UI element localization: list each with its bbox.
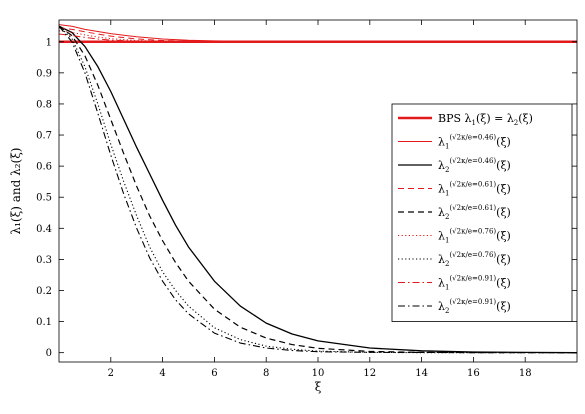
x-tick-label-12: 12 xyxy=(363,368,376,379)
y-tick-label-5: 0.5 xyxy=(36,193,52,204)
legend-label-9: λ2(√2κ/e=0.91)(ξ) xyxy=(438,298,511,315)
legend-label-8: λ1(√2κ/e=0.91)(ξ) xyxy=(438,275,511,292)
y-tick-label-1: 0.1 xyxy=(36,317,52,328)
legend: BPS λ1(ξ) = λ2(ξ) λ1(√2κ/e=0.46)(ξ) λ2(√2κ… xyxy=(391,103,573,322)
series-line-5 xyxy=(59,25,577,354)
legend-label-6: λ1(√2κ/e=0.76)(ξ) xyxy=(438,228,511,245)
series-line-3 xyxy=(59,25,577,354)
x-tick-label-18: 18 xyxy=(519,368,532,379)
series-line-6 xyxy=(59,30,577,43)
x-axis-label: ξ xyxy=(315,380,322,394)
legend-label-2: λ1(√2κ/e=0.46)(ξ) xyxy=(438,134,511,151)
y-tick-label-4: 0.4 xyxy=(36,224,52,235)
series-line-8 xyxy=(59,33,577,43)
series-line-2 xyxy=(59,24,577,43)
y-tick-label-2: 0.2 xyxy=(36,286,52,297)
series-line-9 xyxy=(59,25,577,354)
legend-label-4: λ1(√2κ/e=0.61)(ξ) xyxy=(438,181,511,198)
legend-box xyxy=(391,103,573,322)
axes-layer: 2 4 6 8 10 12 14 16 18 0 0.1 0.2 0.3 0.4 0.5 0.6 0.7 0.8 0… xyxy=(36,19,578,379)
y-tick-label-9: 0.9 xyxy=(36,68,52,79)
y-tick-label-8: 0.8 xyxy=(36,99,52,110)
x-tick-label-6: 6 xyxy=(211,368,217,379)
y-tick-label-7: 0.7 xyxy=(36,131,52,142)
legend-label-3: λ2(√2κ/e=0.46)(ξ) xyxy=(438,157,511,174)
y-tick-label-3: 0.3 xyxy=(36,255,52,266)
legend-label-5: λ2(√2κ/e=0.61)(ξ) xyxy=(438,204,511,221)
y-tick-label-10: 1 xyxy=(46,37,52,48)
series-layer xyxy=(59,24,577,354)
y-axis-label: λ₁(ξ) and λ₂(ξ) xyxy=(9,148,23,235)
y-tick-label-6: 0.6 xyxy=(36,162,52,173)
series-line-4 xyxy=(59,27,577,43)
y-tick-label-0: 0 xyxy=(46,348,52,359)
x-tick-label-8: 8 xyxy=(263,368,269,379)
x-tick-label-14: 14 xyxy=(415,368,428,379)
legend-label-7: λ2(√2κ/e=0.76)(ξ) xyxy=(438,251,511,268)
legend-label-1: BPS λ1(ξ) = λ2(ξ) xyxy=(438,112,533,127)
x-tick-label-2: 2 xyxy=(108,368,114,379)
x-tick-label-16: 16 xyxy=(467,368,480,379)
x-tick-label-10: 10 xyxy=(312,368,325,379)
x-tick-label-4: 4 xyxy=(159,368,165,379)
